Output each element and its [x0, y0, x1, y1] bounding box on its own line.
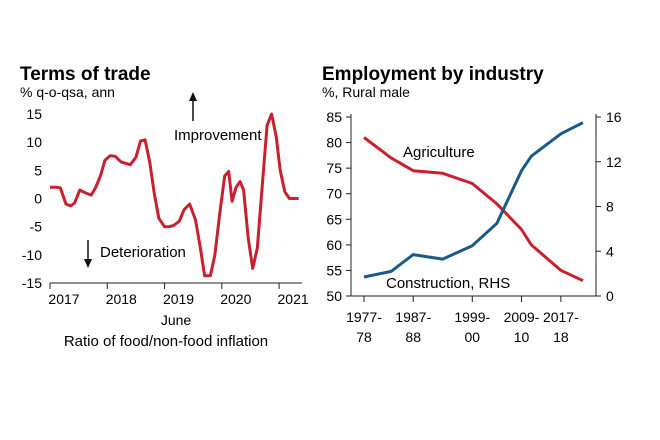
right-left-y-tick-label: 85 [326, 109, 342, 125]
right-x-ticks: 1977- 78 1987- 88 1999- 00 2009- 10 2017- 18 [346, 296, 579, 345]
right-chart-subtitle: %, Rural male [322, 84, 410, 100]
left-x-axis-label: Ratio of food/non-food inflation [64, 333, 268, 350]
left-y-tick-label: 5 [34, 162, 42, 178]
left-y-tick-label: 0 [34, 191, 42, 207]
right-right-y-ticks: 16 12 8 4 0 [596, 109, 622, 304]
left-y-tick-label: -5 [30, 219, 43, 235]
left-y-tick-label: 10 [26, 134, 42, 150]
right-right-y-tick-label: 8 [606, 199, 614, 215]
agriculture-line [363, 136, 584, 283]
employment-chart: Employment by industry %, Rural male 858… [322, 64, 622, 345]
right-left-y-tick-label: 80 [326, 135, 342, 151]
left-x-ticks: 2017 2018 2019 2020 2021 [48, 283, 309, 307]
terms-of-trade-line [50, 112, 299, 278]
right-x-tick-label-bottom: 00 [464, 329, 480, 345]
right-left-y-tick-label: 70 [326, 186, 342, 202]
down-arrowhead-icon [84, 259, 92, 268]
left-chart-title: Terms of trade [20, 64, 151, 85]
right-x-tick-label-bottom: 18 [553, 329, 569, 345]
left-y-tick-label: -15 [22, 275, 42, 291]
right-left-y-tick-label: 65 [326, 211, 342, 227]
left-x-tick-label: 2018 [106, 291, 137, 307]
right-x-tick-label-top: 2009- [504, 309, 540, 325]
left-y-tick-label: 15 [26, 106, 42, 122]
right-left-y-tick-label: 75 [326, 160, 342, 176]
left-x-tick-label: 2020 [220, 291, 251, 307]
right-x-tick-label-bottom: 10 [514, 329, 530, 345]
left-y-ticks: 15 10 5 0 -5 -10 -15 [22, 106, 42, 291]
left-x-tick-label: 2021 [278, 291, 309, 307]
left-chart-subtitle: % q-o-qsa, ann [20, 84, 115, 100]
june-label: June [161, 312, 192, 328]
agriculture-series-label: Agriculture [403, 144, 475, 161]
terms-of-trade-chart: Terms of trade % q-o-qsa, ann 15 10 5 0 -5 -1… [20, 64, 309, 350]
left-x-tick-label: 2019 [163, 291, 194, 307]
right-right-y-tick-label: 4 [606, 243, 614, 259]
right-right-y-tick-label: 16 [606, 109, 622, 125]
right-x-tick-label-top: 2017- [543, 309, 579, 325]
left-x-tick-label: 2017 [48, 291, 79, 307]
right-x-tick-label-top: 1987- [395, 309, 431, 325]
right-x-tick-label-bottom: 88 [405, 329, 421, 345]
right-left-y-tick-label: 60 [326, 237, 342, 253]
up-arrowhead-icon [189, 92, 197, 101]
construction-line [363, 121, 584, 279]
right-x-tick-label-top: 1977- [346, 309, 382, 325]
right-x-tick-label-top: 1999- [454, 309, 490, 325]
improvement-annotation: Improvement [174, 127, 262, 144]
left-y-tick-label: -10 [22, 247, 42, 263]
right-chart-title: Employment by industry [322, 64, 544, 85]
right-left-y-ticks: 85 80 75 70 65 60 55 50 [326, 109, 351, 304]
right-left-y-tick-label: 55 [326, 262, 342, 278]
right-left-y-tick-label: 50 [326, 288, 342, 304]
construction-series-label: Construction, RHS [386, 275, 510, 292]
deterioration-annotation: Deterioration [100, 244, 186, 261]
right-right-y-tick-label: 12 [606, 154, 622, 170]
right-x-tick-label-bottom: 78 [356, 329, 372, 345]
right-right-y-tick-label: 0 [606, 288, 614, 304]
